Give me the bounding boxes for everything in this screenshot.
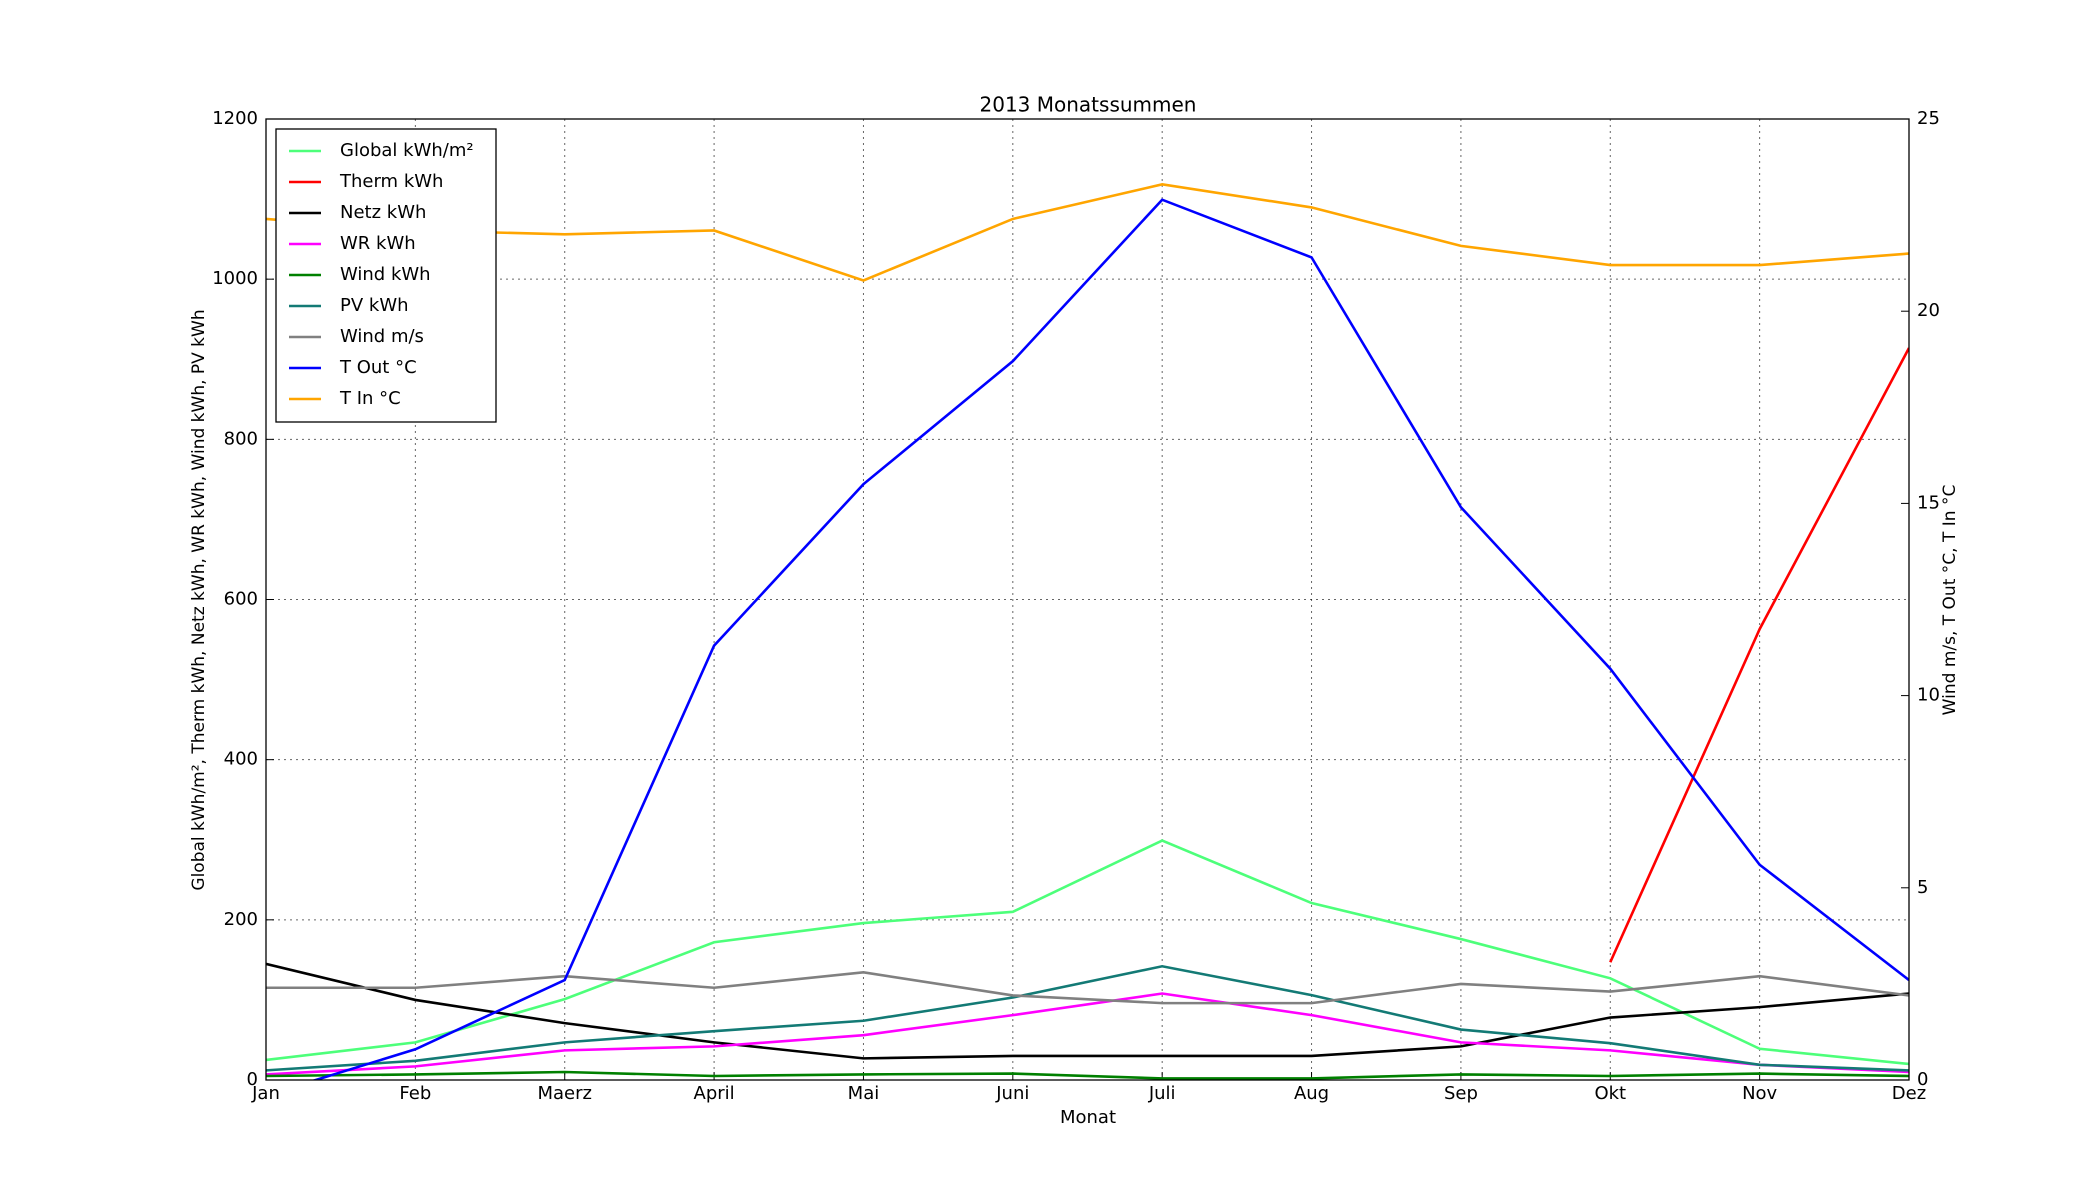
legend-label: T In °C [339,388,401,409]
chart-title: 2013 Monatssummen [980,93,1197,117]
series-line [266,183,1909,282]
y2-tick-label: 10 [1917,685,1940,706]
y2-axis-label: Wind m/s, T Out °C, T In °C [1940,485,1960,716]
series-line [266,962,1909,1060]
x-tick-label: Okt [1594,1083,1626,1104]
series-line [266,1070,1909,1080]
legend-label: WR kWh [340,233,416,254]
x-tick-label: Nov [1742,1083,1777,1104]
y-tick-label: 800 [224,428,258,449]
x-tick-label: Mai [848,1083,880,1104]
series-line [266,992,1909,1076]
y-tick-label: 400 [224,749,258,770]
y-axis-label: Global kWh/m², Therm kWh, Netz kWh, WR k… [189,309,209,890]
x-tick-label: Sep [1444,1083,1478,1104]
x-tick-label: Maerz [537,1083,591,1104]
legend-label: Global kWh/m² [340,140,474,161]
x-tick-label: April [694,1083,735,1104]
x-axis-label: Monat [1060,1107,1116,1128]
legend-label: Netz kWh [340,202,426,223]
y-tick-label: 1000 [212,268,258,289]
y2-tick-label: 20 [1917,300,1940,321]
y2-tick-label: 0 [1917,1069,1928,1090]
series-line [311,198,1909,1080]
legend-label: Therm kWh [339,171,443,192]
x-tick-label: Feb [399,1083,431,1104]
y2-tick-label: 15 [1917,492,1940,513]
legend-label: Wind kWh [340,264,431,285]
x-tick-label: Dez [1892,1083,1926,1104]
y-tick-label: 600 [224,589,258,610]
series-line [266,964,1909,1072]
legend-label: Wind m/s [340,326,424,347]
legend-label: T Out °C [339,357,417,378]
series-line [266,971,1909,1005]
x-tick-label: Juli [1148,1083,1176,1104]
x-tick-label: Aug [1294,1083,1329,1104]
plot-area [266,183,1909,1080]
y-tick-label: 0 [247,1069,258,1090]
plot-frame [265,118,1910,1081]
x-tick-label: Juni [995,1083,1029,1104]
x-tick-label: Jan [251,1083,280,1104]
y2-tick-label: 5 [1917,877,1928,898]
series-line [1609,347,1909,963]
y2-tick-label: 25 [1917,108,1940,129]
y-tick-label: 1200 [212,108,258,129]
y-tick-label: 200 [224,909,258,930]
legend-label: PV kWh [340,295,409,316]
